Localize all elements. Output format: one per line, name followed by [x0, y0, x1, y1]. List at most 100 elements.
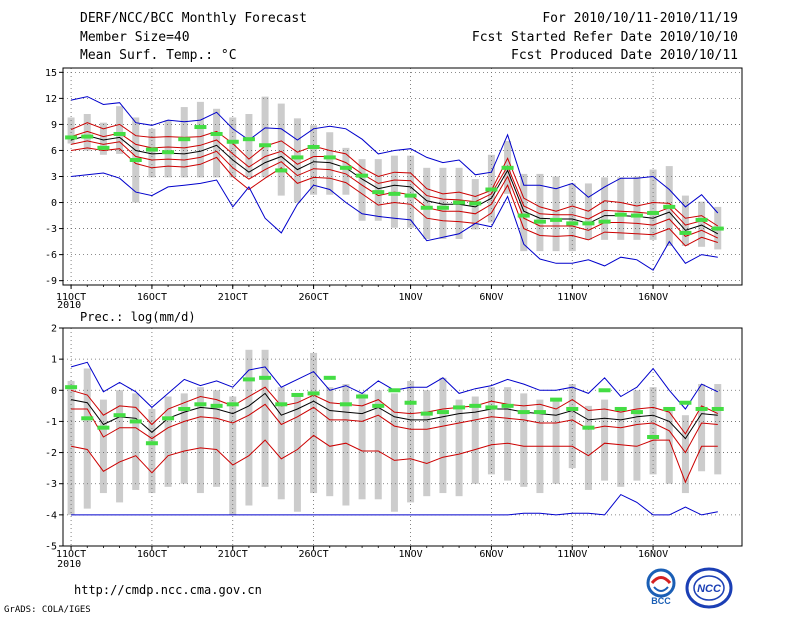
observation-marker: [372, 190, 385, 195]
y-tick-label: -1: [45, 417, 57, 428]
series-line-mean: [70, 135, 719, 235]
spread-bar: [83, 114, 91, 151]
x-tick-label: 1NOV: [399, 549, 423, 560]
x-tick-label: 6NOV: [479, 292, 503, 303]
observation-marker: [663, 406, 676, 411]
observation-marker: [242, 377, 255, 382]
y-tick-label: 0: [51, 198, 57, 209]
observation-marker: [711, 226, 724, 231]
spread-bar: [342, 384, 350, 506]
y-tick-label: 9: [51, 120, 57, 131]
spread-bar: [277, 103, 285, 196]
spread-bar: [261, 96, 269, 178]
y-tick-label: -9: [45, 276, 57, 287]
observation-marker: [210, 403, 223, 408]
observation-marker: [259, 143, 272, 148]
observation-marker: [65, 385, 78, 390]
observation-marker: [129, 158, 142, 163]
spread-bar: [536, 173, 544, 252]
spread-bar: [601, 399, 609, 481]
x-tick-label: 11NOV: [557, 292, 587, 303]
spread-bar: [229, 117, 237, 178]
spread-bar: [584, 405, 592, 490]
y-tick-label: 3: [51, 172, 57, 183]
start-date: Fcst Started Refer Date 2010/10/10: [471, 30, 738, 45]
spread-bar: [245, 349, 253, 506]
observation-marker: [291, 155, 304, 160]
observation-marker: [501, 403, 514, 408]
series-line-p25: [71, 434, 718, 484]
observation-marker: [663, 204, 676, 209]
observation-marker: [517, 410, 530, 415]
chart-title: DERF/NCC/BCC Monthly Forecast: [80, 11, 307, 26]
spread-bar: [148, 128, 156, 178]
spread-bar: [633, 390, 641, 481]
series-line-p75: [71, 403, 718, 454]
observation-marker: [113, 131, 126, 136]
spread-bar: [407, 380, 415, 503]
observation-marker: [388, 388, 401, 393]
observation-marker: [404, 400, 417, 405]
observation-marker: [97, 145, 110, 150]
spread-bar: [342, 147, 350, 195]
spread-bar: [277, 387, 285, 500]
spread-bar: [326, 132, 334, 195]
observation-marker: [81, 416, 94, 421]
observation-marker: [178, 137, 191, 142]
observation-marker: [469, 201, 482, 206]
spread-bar: [681, 415, 689, 494]
spread-bar: [99, 122, 107, 155]
observation-marker: [436, 205, 449, 210]
x-tick-label: 16NOV: [638, 549, 668, 560]
spread-bar: [83, 368, 91, 509]
spread-bar: [633, 176, 641, 240]
spread-bar: [116, 390, 124, 503]
observation-marker: [307, 391, 320, 396]
x-tick-label: 26OCT: [299, 292, 329, 303]
observation-marker: [679, 400, 692, 405]
grads-credit: GrADS: COLA/IGES: [4, 605, 91, 615]
observation-marker: [113, 413, 126, 418]
spread-bar: [245, 114, 253, 178]
source-url[interactable]: http://cmdp.ncc.cma.gov.cn: [74, 583, 262, 597]
spread-bar: [617, 408, 625, 487]
bcc-logo-text: BCC: [651, 596, 671, 606]
series-line-p90: [70, 122, 719, 227]
series-line-min: [71, 172, 718, 271]
y-tick-label: 15: [45, 68, 57, 79]
observation-marker: [614, 212, 627, 217]
spread-bar: [293, 393, 301, 512]
observation-marker: [517, 213, 530, 218]
spread-bar: [374, 159, 382, 221]
observation-marker: [162, 150, 175, 155]
observation-marker: [210, 131, 223, 136]
observation-marker: [550, 397, 563, 402]
observation-marker: [162, 416, 175, 421]
ncc-logo-text: NCC: [697, 583, 722, 595]
series-line-max: [70, 96, 719, 214]
spread-bar: [487, 387, 495, 475]
observation-marker: [533, 410, 546, 415]
observation-marker: [194, 402, 207, 407]
x-tick-label: 6NOV: [479, 549, 503, 560]
spread-bar: [374, 390, 382, 500]
observation-marker: [388, 191, 401, 196]
observation-marker: [81, 134, 94, 139]
observation-marker: [647, 435, 660, 439]
observation-marker: [647, 210, 660, 215]
spread-bar: [67, 117, 75, 144]
observation-marker: [598, 219, 611, 224]
y-tick-label: 0: [51, 386, 57, 397]
spread-bar: [665, 408, 673, 484]
variable-label: Mean Surf. Temp.: °C: [80, 48, 237, 63]
observation-marker: [582, 425, 595, 430]
x-tick-label: 21OCT: [218, 549, 248, 560]
observation-marker: [178, 406, 191, 411]
observation-marker: [533, 219, 546, 224]
spread-bar: [520, 393, 528, 487]
panel-temperature: 15 12 9 6 3 0 -3 -6 -9 11OCT 16OCT 21OCT 26OCT 1NOV 6N…: [45, 67, 743, 311]
spread-bar: [552, 399, 560, 484]
spread-bar: [180, 393, 188, 484]
observation-marker: [453, 405, 466, 410]
